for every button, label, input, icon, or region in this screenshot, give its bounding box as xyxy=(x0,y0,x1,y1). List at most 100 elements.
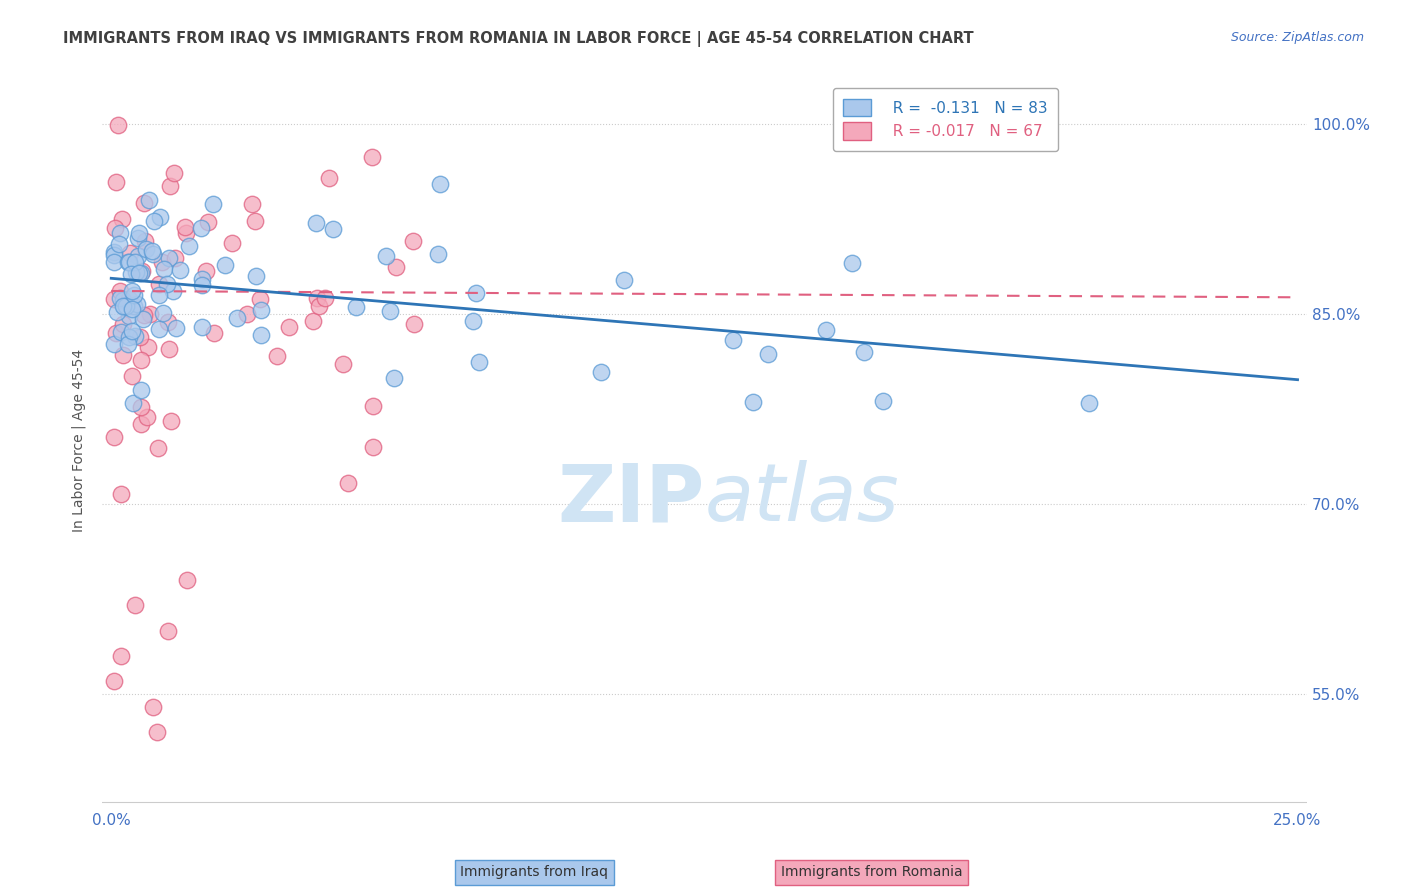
Point xyxy=(225,310,247,325)
Point xyxy=(103,248,125,262)
Point xyxy=(153,261,176,276)
Point xyxy=(721,334,744,348)
Point xyxy=(118,330,141,344)
Point xyxy=(162,285,184,299)
Point xyxy=(250,327,273,342)
Point xyxy=(150,254,173,268)
Point xyxy=(157,251,180,265)
Point xyxy=(191,320,214,334)
Point xyxy=(201,197,224,211)
Point xyxy=(103,255,125,269)
Point xyxy=(204,326,226,340)
Text: IMMIGRANTS FROM IRAQ VS IMMIGRANTS FROM ROMANIA IN LABOR FORCE | AGE 45-54 CORRE: IMMIGRANTS FROM IRAQ VS IMMIGRANTS FROM … xyxy=(63,31,974,47)
Point xyxy=(121,369,143,384)
Point xyxy=(117,255,139,269)
Point xyxy=(337,476,360,491)
Point xyxy=(149,211,172,225)
Point xyxy=(361,399,384,413)
Point xyxy=(143,214,166,228)
Point xyxy=(427,246,450,260)
Point xyxy=(131,400,153,414)
Point xyxy=(165,321,187,335)
Point xyxy=(110,227,132,241)
Point xyxy=(132,311,155,326)
Point xyxy=(124,255,146,269)
Point xyxy=(142,699,165,714)
Point xyxy=(841,256,863,270)
Point xyxy=(110,325,132,339)
Point xyxy=(152,306,174,320)
Point xyxy=(266,349,288,363)
Text: atlas: atlas xyxy=(704,460,898,539)
Point xyxy=(105,305,128,319)
Point xyxy=(429,177,451,191)
Point xyxy=(128,226,150,240)
Point xyxy=(136,340,159,354)
Point xyxy=(138,308,160,322)
Point xyxy=(176,573,198,587)
Point xyxy=(402,317,425,331)
Point xyxy=(112,300,135,314)
Point xyxy=(363,440,385,454)
Point xyxy=(108,291,131,305)
Text: Immigrants from Iraq: Immigrants from Iraq xyxy=(460,865,609,880)
Point xyxy=(304,217,326,231)
Point xyxy=(741,394,763,409)
Text: ZIP: ZIP xyxy=(557,460,704,539)
Point xyxy=(214,258,236,272)
Point xyxy=(110,648,132,663)
Point xyxy=(141,244,163,259)
Point xyxy=(111,347,134,361)
Point xyxy=(107,118,129,132)
Point xyxy=(307,291,329,305)
Point xyxy=(129,352,152,367)
Point xyxy=(221,235,243,250)
Point xyxy=(236,307,259,321)
Point xyxy=(118,255,141,269)
Point xyxy=(378,304,401,318)
Point xyxy=(125,297,148,311)
Point xyxy=(146,441,169,455)
Point xyxy=(613,273,636,287)
Point xyxy=(114,299,136,313)
Point xyxy=(179,239,201,253)
Point xyxy=(174,220,197,235)
Point xyxy=(121,285,143,299)
Point xyxy=(159,178,181,193)
Point xyxy=(105,175,128,189)
Point xyxy=(103,674,125,689)
Point xyxy=(112,317,135,331)
Point xyxy=(160,414,183,428)
Point xyxy=(118,309,141,323)
Point xyxy=(121,324,143,338)
Point xyxy=(118,246,141,260)
Point xyxy=(461,313,484,327)
Point xyxy=(322,222,344,236)
Point xyxy=(103,430,125,444)
Point xyxy=(105,326,128,341)
Point xyxy=(118,293,141,307)
Point xyxy=(110,487,132,501)
Point xyxy=(156,315,179,329)
Point xyxy=(468,355,491,369)
Point xyxy=(163,251,186,265)
Point xyxy=(162,166,184,180)
Point xyxy=(122,396,145,410)
Point xyxy=(195,264,218,278)
Point xyxy=(111,212,134,227)
Point xyxy=(122,288,145,302)
Point xyxy=(308,299,330,313)
Point xyxy=(125,264,148,278)
Point xyxy=(872,393,894,408)
Point xyxy=(131,384,153,398)
Point xyxy=(156,277,179,292)
Point xyxy=(302,314,325,328)
Point xyxy=(134,308,156,322)
Point xyxy=(107,237,129,252)
Point xyxy=(145,725,167,739)
Point xyxy=(122,299,145,313)
Point xyxy=(135,242,157,256)
Point xyxy=(465,286,488,301)
Point xyxy=(278,319,301,334)
Point xyxy=(110,285,132,299)
